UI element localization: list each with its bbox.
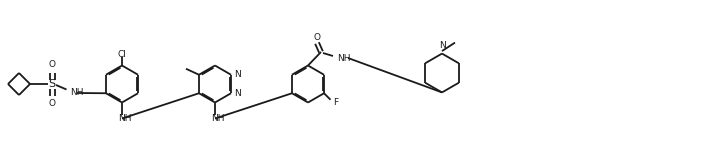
Text: Cl: Cl: [118, 50, 126, 58]
Text: NH: NH: [337, 53, 350, 62]
Text: S: S: [48, 79, 55, 89]
Text: O: O: [48, 60, 55, 69]
Text: N: N: [235, 89, 241, 98]
Text: O: O: [313, 33, 320, 42]
Text: O: O: [48, 99, 55, 108]
Text: N: N: [439, 41, 445, 50]
Text: N: N: [235, 70, 241, 79]
Text: NH: NH: [211, 114, 224, 123]
Text: NH: NH: [70, 88, 83, 97]
Text: F: F: [333, 98, 338, 107]
Text: NH: NH: [118, 114, 131, 123]
